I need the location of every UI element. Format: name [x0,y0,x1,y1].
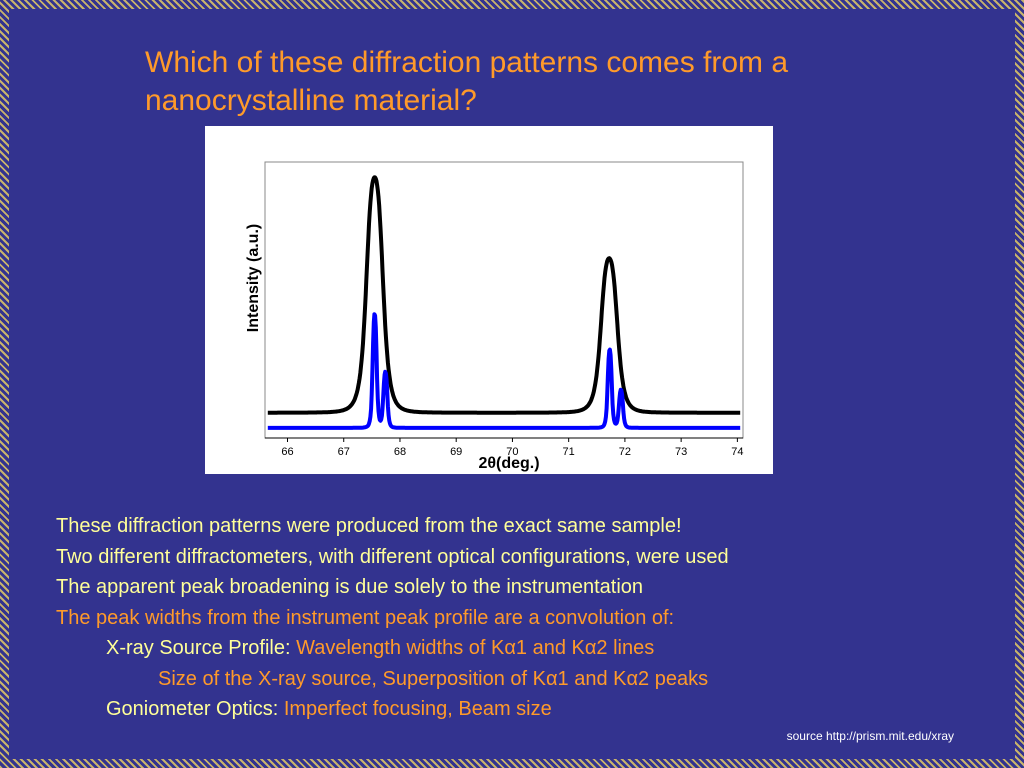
body-line-3: The apparent peak broadening is due sole… [56,576,644,598]
series-line-1 [266,175,742,415]
body-line-6: Size of the X-ray source, Superposition … [158,667,709,690]
x-tick-label-70: 70 [506,446,518,458]
series-group [266,175,742,430]
body-line-4: The peak widths from the instrument peak… [56,606,675,629]
source-credit: source http://prism.mit.edu/xray [786,729,954,743]
x-tick-label-66: 66 [281,446,293,458]
chart-svg: 66 67 68 69 70 71 72 73 74 2θ(deg.) Intensity (a… [245,161,744,472]
slide-title: Which of these diffraction patterns come… [145,46,789,117]
y-axis-label: Intensity (a.u.) [245,224,262,332]
body-text: These diffraction patterns were produced… [56,511,956,725]
goniometer-value: Imperfect focusing, Beam size [283,698,552,720]
x-tick-label-71: 71 [563,446,575,458]
x-ticks [286,438,738,442]
x-tick-label-73: 73 [675,446,687,458]
x-axis-label: 2θ(deg.) [478,455,539,472]
x-tick-label-68: 68 [394,446,406,458]
x-tick-label-72: 72 [619,446,631,458]
x-tick-label-69: 69 [450,446,462,458]
goniometer-label: Goniometer Optics: [106,698,284,720]
x-tick-labels: 66 67 68 69 70 71 72 73 74 [281,446,743,458]
diffraction-chart: 66 67 68 69 70 71 72 73 74 2θ(deg.) Intensity (a… [205,126,773,474]
x-tick-label-67: 67 [338,446,350,458]
source-profile-value: Wavelength widths of Kα1 and Kα2 lines [296,637,655,659]
source-profile-label: X-ray Source Profile: [106,637,297,659]
series-line-2 [266,312,742,430]
body-line-2: Two different diffractometers, with diff… [56,545,729,568]
body-line-1: These diffraction patterns were produced… [56,515,682,537]
plot-frame [264,161,744,439]
body-line-5: X-ray Source Profile: Wavelength widths … [56,633,956,664]
body-line-7: Goniometer Optics: Imperfect focusing, B… [56,694,956,725]
x-tick-label-74: 74 [731,446,743,458]
